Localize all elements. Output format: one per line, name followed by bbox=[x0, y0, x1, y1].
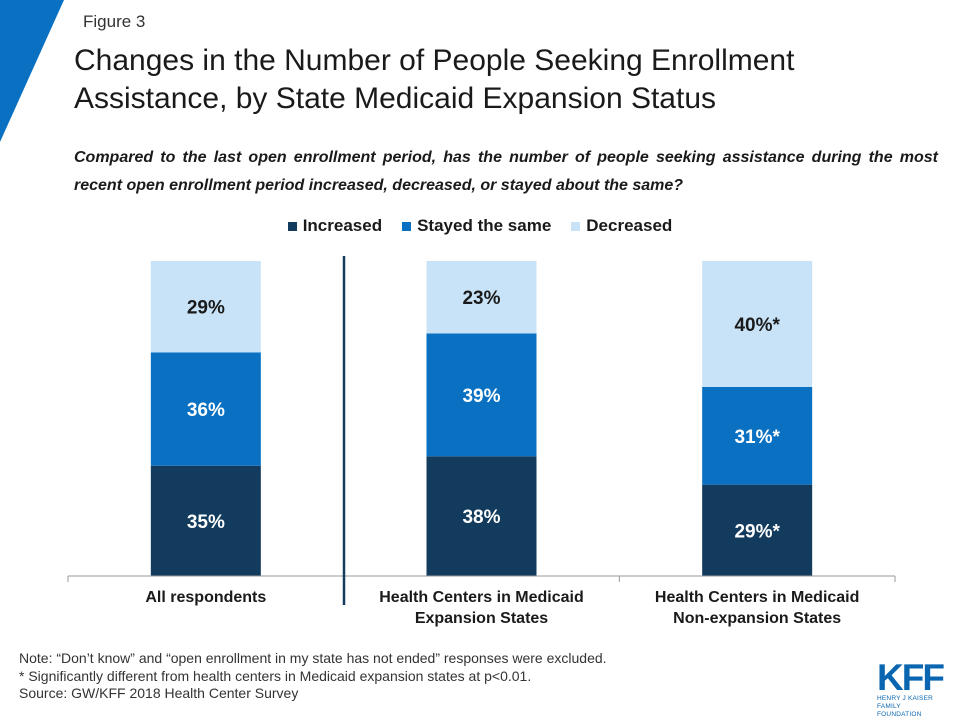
data-label-increased-1: 35% bbox=[187, 512, 225, 533]
bar-decreased-2 bbox=[426, 261, 537, 334]
bar-stayed-2 bbox=[426, 333, 537, 457]
legend-swatch-increased bbox=[287, 221, 297, 231]
data-label-decreased-3: 40%* bbox=[734, 315, 780, 336]
corner-accent bbox=[0, 0, 64, 142]
category-label-1-line-1: All respondents bbox=[145, 589, 266, 606]
category-label-2-line-1: Health Centers in Medicaid bbox=[379, 589, 584, 606]
legend: Increased Stayed the same Decreased bbox=[0, 216, 960, 236]
legend-label-increased: Increased bbox=[302, 216, 383, 235]
logo-sub-2: FAMILY FOUNDATION bbox=[877, 703, 922, 718]
source-line: Source: GW/KFF 2018 Health Center Survey bbox=[19, 685, 299, 701]
data-label-increased-2: 38% bbox=[462, 507, 500, 528]
title-line-2: Assistance, by State Medicaid Expansion … bbox=[74, 82, 717, 115]
bar-increased-2 bbox=[426, 456, 537, 576]
category-label-3-line-1: Health Centers in Medicaid bbox=[655, 589, 860, 606]
data-label-stayed-3: 31%* bbox=[734, 427, 780, 448]
chart-title: Changes in the Number of People Seeking … bbox=[74, 42, 934, 118]
logo-sub-1: HENRY J KAISER bbox=[877, 695, 934, 702]
legend-swatch-stayed bbox=[402, 221, 412, 231]
logo-main-text: KFF bbox=[877, 657, 945, 698]
bar-decreased-1 bbox=[150, 261, 261, 353]
survey-question: Compared to the last open enrollment per… bbox=[74, 149, 938, 194]
bar-stayed-3 bbox=[702, 387, 813, 485]
kff-logo: KFF HENRY J KAISER FAMILY FOUNDATION bbox=[877, 657, 947, 719]
notes: Note: “Don’t know” and “open enrollment … bbox=[19, 650, 607, 703]
data-label-stayed-2: 39% bbox=[462, 386, 500, 407]
legend-swatch-decreased bbox=[571, 221, 581, 231]
legend-label-stayed: Stayed the same bbox=[417, 216, 552, 235]
category-label-2-line-2: Expansion States bbox=[415, 610, 548, 627]
note-line-1: Note: “Don’t know” and “open enrollment … bbox=[19, 650, 607, 666]
legend-item-stayed: Stayed the same bbox=[402, 216, 551, 236]
data-label-stayed-1: 36% bbox=[187, 400, 225, 421]
bar-decreased-3 bbox=[702, 261, 813, 387]
legend-label-decreased: Decreased bbox=[586, 216, 673, 235]
data-label-decreased-2: 23% bbox=[462, 288, 500, 309]
data-label-decreased-1: 29% bbox=[187, 298, 225, 319]
category-label-3-line-2: Non-expansion States bbox=[673, 610, 841, 627]
data-label-increased-3: 29%* bbox=[734, 521, 780, 542]
bar-stayed-1 bbox=[150, 352, 261, 466]
title-line-1: Changes in the Number of People Seeking … bbox=[74, 44, 795, 77]
legend-item-decreased: Decreased bbox=[571, 216, 672, 236]
bar-increased-1 bbox=[150, 465, 261, 576]
figure-label: Figure 3 bbox=[83, 12, 146, 31]
legend-item-increased: Increased bbox=[287, 216, 383, 236]
note-line-2: * Significantly different from health ce… bbox=[19, 667, 532, 684]
bar-increased-3 bbox=[702, 484, 813, 576]
stacked-bar-chart: 35% 36% 29% All respondents 38% 39% 23% Health … bbox=[67, 256, 896, 627]
